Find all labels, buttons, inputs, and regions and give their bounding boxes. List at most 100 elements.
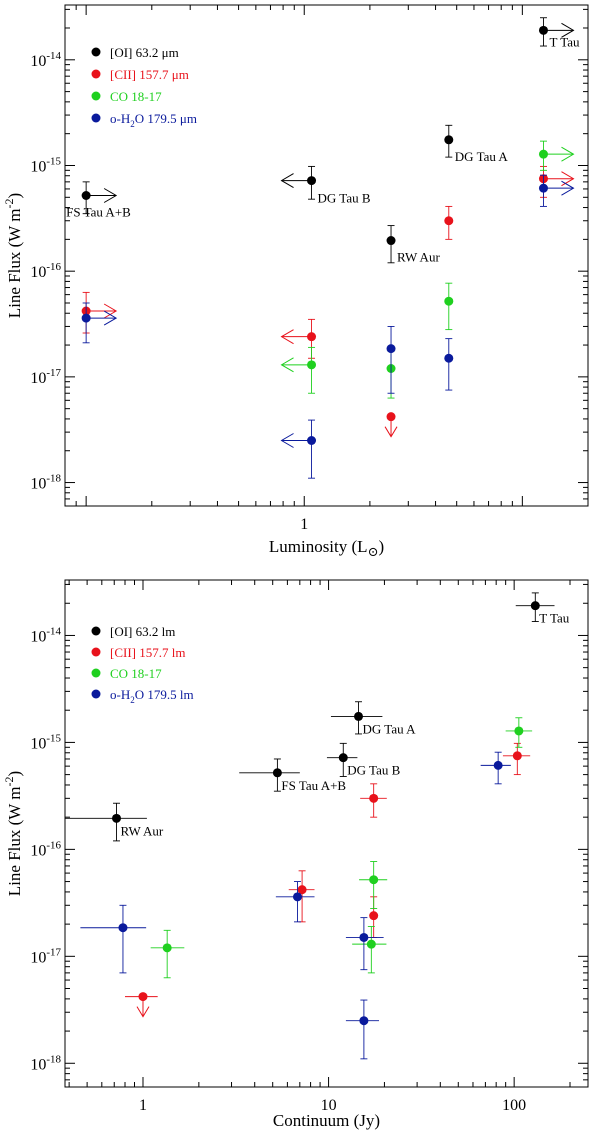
- y-tick-label: 10-17: [30, 946, 61, 966]
- legend-entry: CO 18-17: [110, 666, 162, 681]
- y-tick-label: 10-15: [30, 732, 61, 752]
- data-point: [538, 183, 548, 193]
- legend-marker: [91, 626, 101, 636]
- data-point: [366, 939, 376, 949]
- source-label: FS Tau A+B: [281, 778, 346, 793]
- y-tick-label: 10-16: [30, 261, 61, 281]
- data-point: [369, 793, 379, 803]
- y-tick-label-base: 10: [30, 1056, 46, 1073]
- y-tick-label: 10-17: [30, 367, 61, 387]
- legend-marker: [91, 647, 101, 657]
- y-tick-label: 10-14: [30, 50, 61, 70]
- data-point: [307, 176, 317, 186]
- data-point: [81, 313, 91, 323]
- data-point: [444, 353, 454, 363]
- legend-entry: o-H2O 179.5 μm: [110, 111, 197, 129]
- legend-entry: [OI] 63.2 lm: [110, 624, 175, 639]
- x-axis-label: Continuum (Jy): [273, 1111, 380, 1130]
- legend-entry-text: [OI] 63.2 μm: [110, 45, 179, 60]
- series-co: [150, 717, 533, 979]
- y-tick-label-exponent: -16: [46, 839, 61, 851]
- y-tick-label-exponent: -17: [46, 946, 61, 958]
- limit-arrow-head: [280, 433, 294, 448]
- upper-limit-arrow-head: [136, 1006, 150, 1018]
- legend: [OI] 63.2 lm [CII] 157.7 lm CO 18-17 o-H2O …: [91, 624, 194, 705]
- series-co: [280, 140, 575, 399]
- y-tick-label-exponent: -15: [46, 732, 61, 744]
- source-label: DG Tau B: [347, 763, 400, 778]
- data-point: [386, 412, 396, 422]
- y-tick-label-exponent: -17: [46, 367, 61, 379]
- legend-entry: [CII] 157.7 lm: [110, 645, 185, 660]
- source-label: RW Aur: [397, 250, 440, 265]
- data-point: [359, 932, 369, 942]
- legend-entry: o-H2O 179.5 lm: [110, 687, 194, 705]
- data-point: [512, 751, 522, 761]
- data-point: [530, 601, 540, 611]
- limit-arrow-head: [280, 173, 294, 188]
- y-axis-label: Line Flux (W m-2): [2, 193, 24, 318]
- legend-entry-text: CO 18-17: [110, 89, 162, 104]
- y-tick-label-base: 10: [30, 949, 46, 966]
- y-tick-label-base: 10: [30, 735, 46, 752]
- data-point: [369, 875, 379, 885]
- source-label: FS Tau A+B: [66, 205, 131, 220]
- data-point: [118, 923, 128, 933]
- data-point: [307, 332, 317, 342]
- x-axis-label-text: Luminosity (L: [269, 537, 368, 556]
- data-point: [307, 360, 317, 370]
- series-oi: [81, 17, 575, 264]
- limit-arrow-head: [103, 303, 118, 319]
- y-tick-label: 10-16: [30, 839, 61, 859]
- x-tick-label: 100: [502, 1097, 526, 1114]
- plot-frame: [64, 4, 589, 507]
- legend: [OI] 63.2 μm [CII] 157.7 μm CO 18-17 o-H2O …: [91, 45, 197, 129]
- legend-marker: [91, 91, 101, 101]
- y-tick-label: 10-14: [30, 625, 61, 645]
- y-tick-label-exponent: -16: [46, 261, 61, 273]
- legend-entry-subscript: 2: [130, 119, 135, 129]
- data-point: [444, 296, 454, 306]
- y-tick-label: 10-18: [30, 1053, 61, 1073]
- x-axis-label: Luminosity (L⊙): [269, 537, 384, 559]
- data-point: [297, 885, 307, 895]
- x-tick-label: 10: [321, 1097, 337, 1114]
- y-axis-label-text: Line Flux (W m: [5, 208, 24, 318]
- data-point: [514, 726, 524, 736]
- y-tick-label-exponent: -18: [46, 473, 61, 485]
- y-tick-label-base: 10: [30, 842, 46, 859]
- data-point: [538, 149, 548, 159]
- y-tick-label-base: 10: [30, 370, 46, 387]
- data-point: [493, 760, 503, 770]
- data-point: [359, 1016, 369, 1026]
- y-tick-label: 10-18: [30, 473, 61, 493]
- data-point: [338, 753, 348, 763]
- series-h2o: [81, 174, 575, 479]
- data-point: [81, 191, 91, 201]
- legend-marker: [91, 69, 101, 79]
- y-tick-label-base: 10: [30, 476, 46, 493]
- y-tick-label-base: 10: [30, 628, 46, 645]
- limit-arrow-head: [280, 357, 294, 373]
- data-point: [386, 236, 396, 246]
- y-axis-label-close: ): [5, 193, 24, 199]
- legend-entry-text: CO 18-17: [110, 666, 162, 681]
- legend-entry: [CII] 157.7 μm: [110, 67, 189, 82]
- series-oi: [65, 592, 555, 842]
- legend-entry: [OI] 63.2 μm: [110, 45, 179, 60]
- source-label: T Tau: [549, 34, 580, 49]
- y-axis-label: Line Flux (W m-2): [2, 771, 24, 896]
- sun-symbol: ⊙: [368, 544, 379, 559]
- series-cii: [81, 165, 575, 438]
- y-tick-label-exponent: -14: [46, 625, 61, 637]
- legend-marker: [91, 689, 101, 699]
- plot-frame: [64, 579, 589, 1088]
- legend-entry-text: [CII] 157.7 μm: [110, 67, 189, 82]
- data-point: [369, 911, 379, 921]
- x-tick-label: 1: [139, 1097, 147, 1114]
- data-point: [272, 768, 282, 778]
- y-axis-label-text: Line Flux (W m: [5, 786, 24, 896]
